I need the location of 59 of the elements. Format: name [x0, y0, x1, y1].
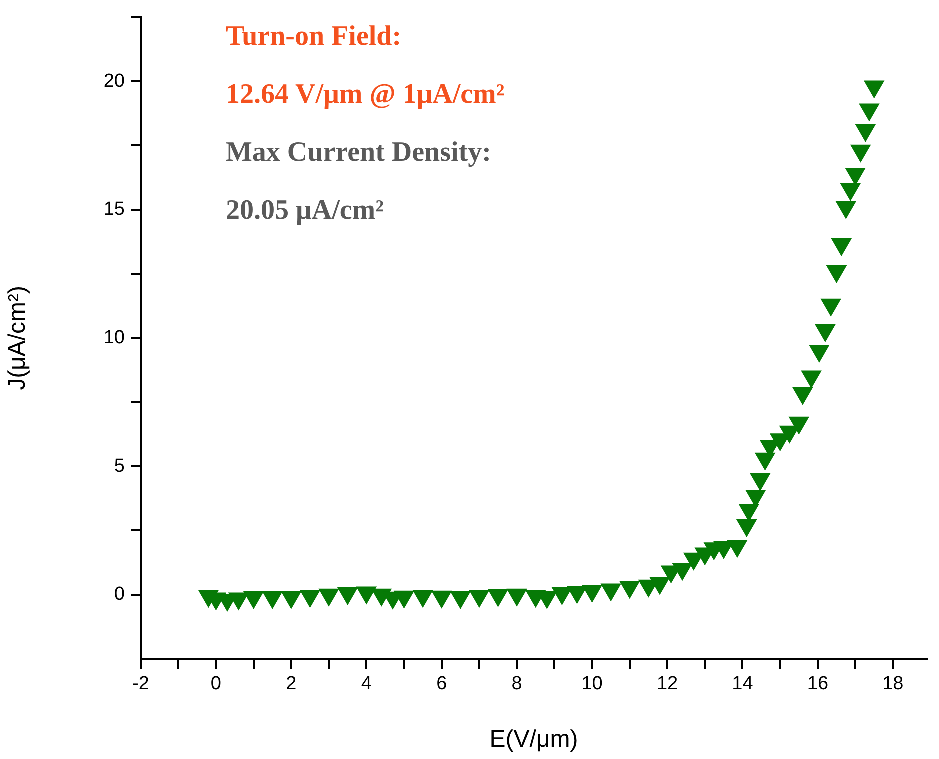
point [859, 104, 880, 122]
x-tick-label: 14 [732, 674, 754, 695]
x-axis-title: E(V/μm) [490, 726, 578, 754]
x-tick-label: 2 [286, 674, 297, 695]
point [672, 563, 693, 582]
point [412, 590, 434, 608]
point [727, 540, 748, 558]
x-tick-label: -2 [132, 674, 150, 695]
point [243, 591, 264, 610]
point [281, 591, 302, 610]
annotation: Turn-on Field: [226, 21, 402, 52]
annotation: 20.05 μA/cm² [226, 195, 384, 226]
x-tick-label: 0 [210, 674, 222, 695]
x-tick-label: 4 [361, 674, 372, 695]
point [600, 584, 622, 602]
point [394, 590, 415, 609]
point [488, 589, 509, 608]
x-tick-label: 10 [582, 674, 603, 695]
point [815, 324, 836, 342]
point [801, 370, 822, 389]
x-tick-label: 12 [656, 674, 678, 695]
point [469, 590, 490, 608]
x-tick-label: 16 [807, 674, 829, 695]
point [300, 590, 321, 608]
point [754, 452, 776, 471]
point [850, 144, 872, 163]
x-tick-label: 18 [882, 674, 904, 695]
point [736, 520, 758, 538]
point [582, 584, 603, 603]
y-tick-label: 5 [114, 456, 125, 477]
point [836, 201, 857, 220]
point [809, 345, 830, 364]
point [356, 586, 378, 605]
annotation: 12.64 V/μm @ 1μA/cm² [226, 79, 505, 110]
point [820, 298, 842, 317]
x-tick-label: 6 [436, 674, 448, 695]
y-axis-title: J(μA/cm²) [4, 286, 32, 390]
point [506, 588, 528, 607]
point [650, 577, 670, 596]
point [620, 581, 640, 600]
y-tick-label: 0 [114, 584, 125, 606]
point [750, 473, 771, 492]
point [855, 124, 876, 142]
y-tick-label: 10 [104, 327, 125, 348]
point [318, 588, 340, 607]
point [431, 590, 452, 609]
x-tick-label: 8 [512, 674, 522, 695]
annotation: Max Current Density: [226, 137, 492, 168]
y-tick-label: 20 [104, 70, 125, 92]
y-tick-label: 15 [104, 199, 125, 220]
point [262, 591, 284, 610]
point [840, 183, 862, 202]
point [788, 416, 810, 435]
point [792, 387, 814, 406]
point [337, 588, 358, 606]
point [826, 265, 848, 284]
point [864, 80, 885, 99]
point [831, 238, 852, 257]
point [450, 591, 472, 610]
